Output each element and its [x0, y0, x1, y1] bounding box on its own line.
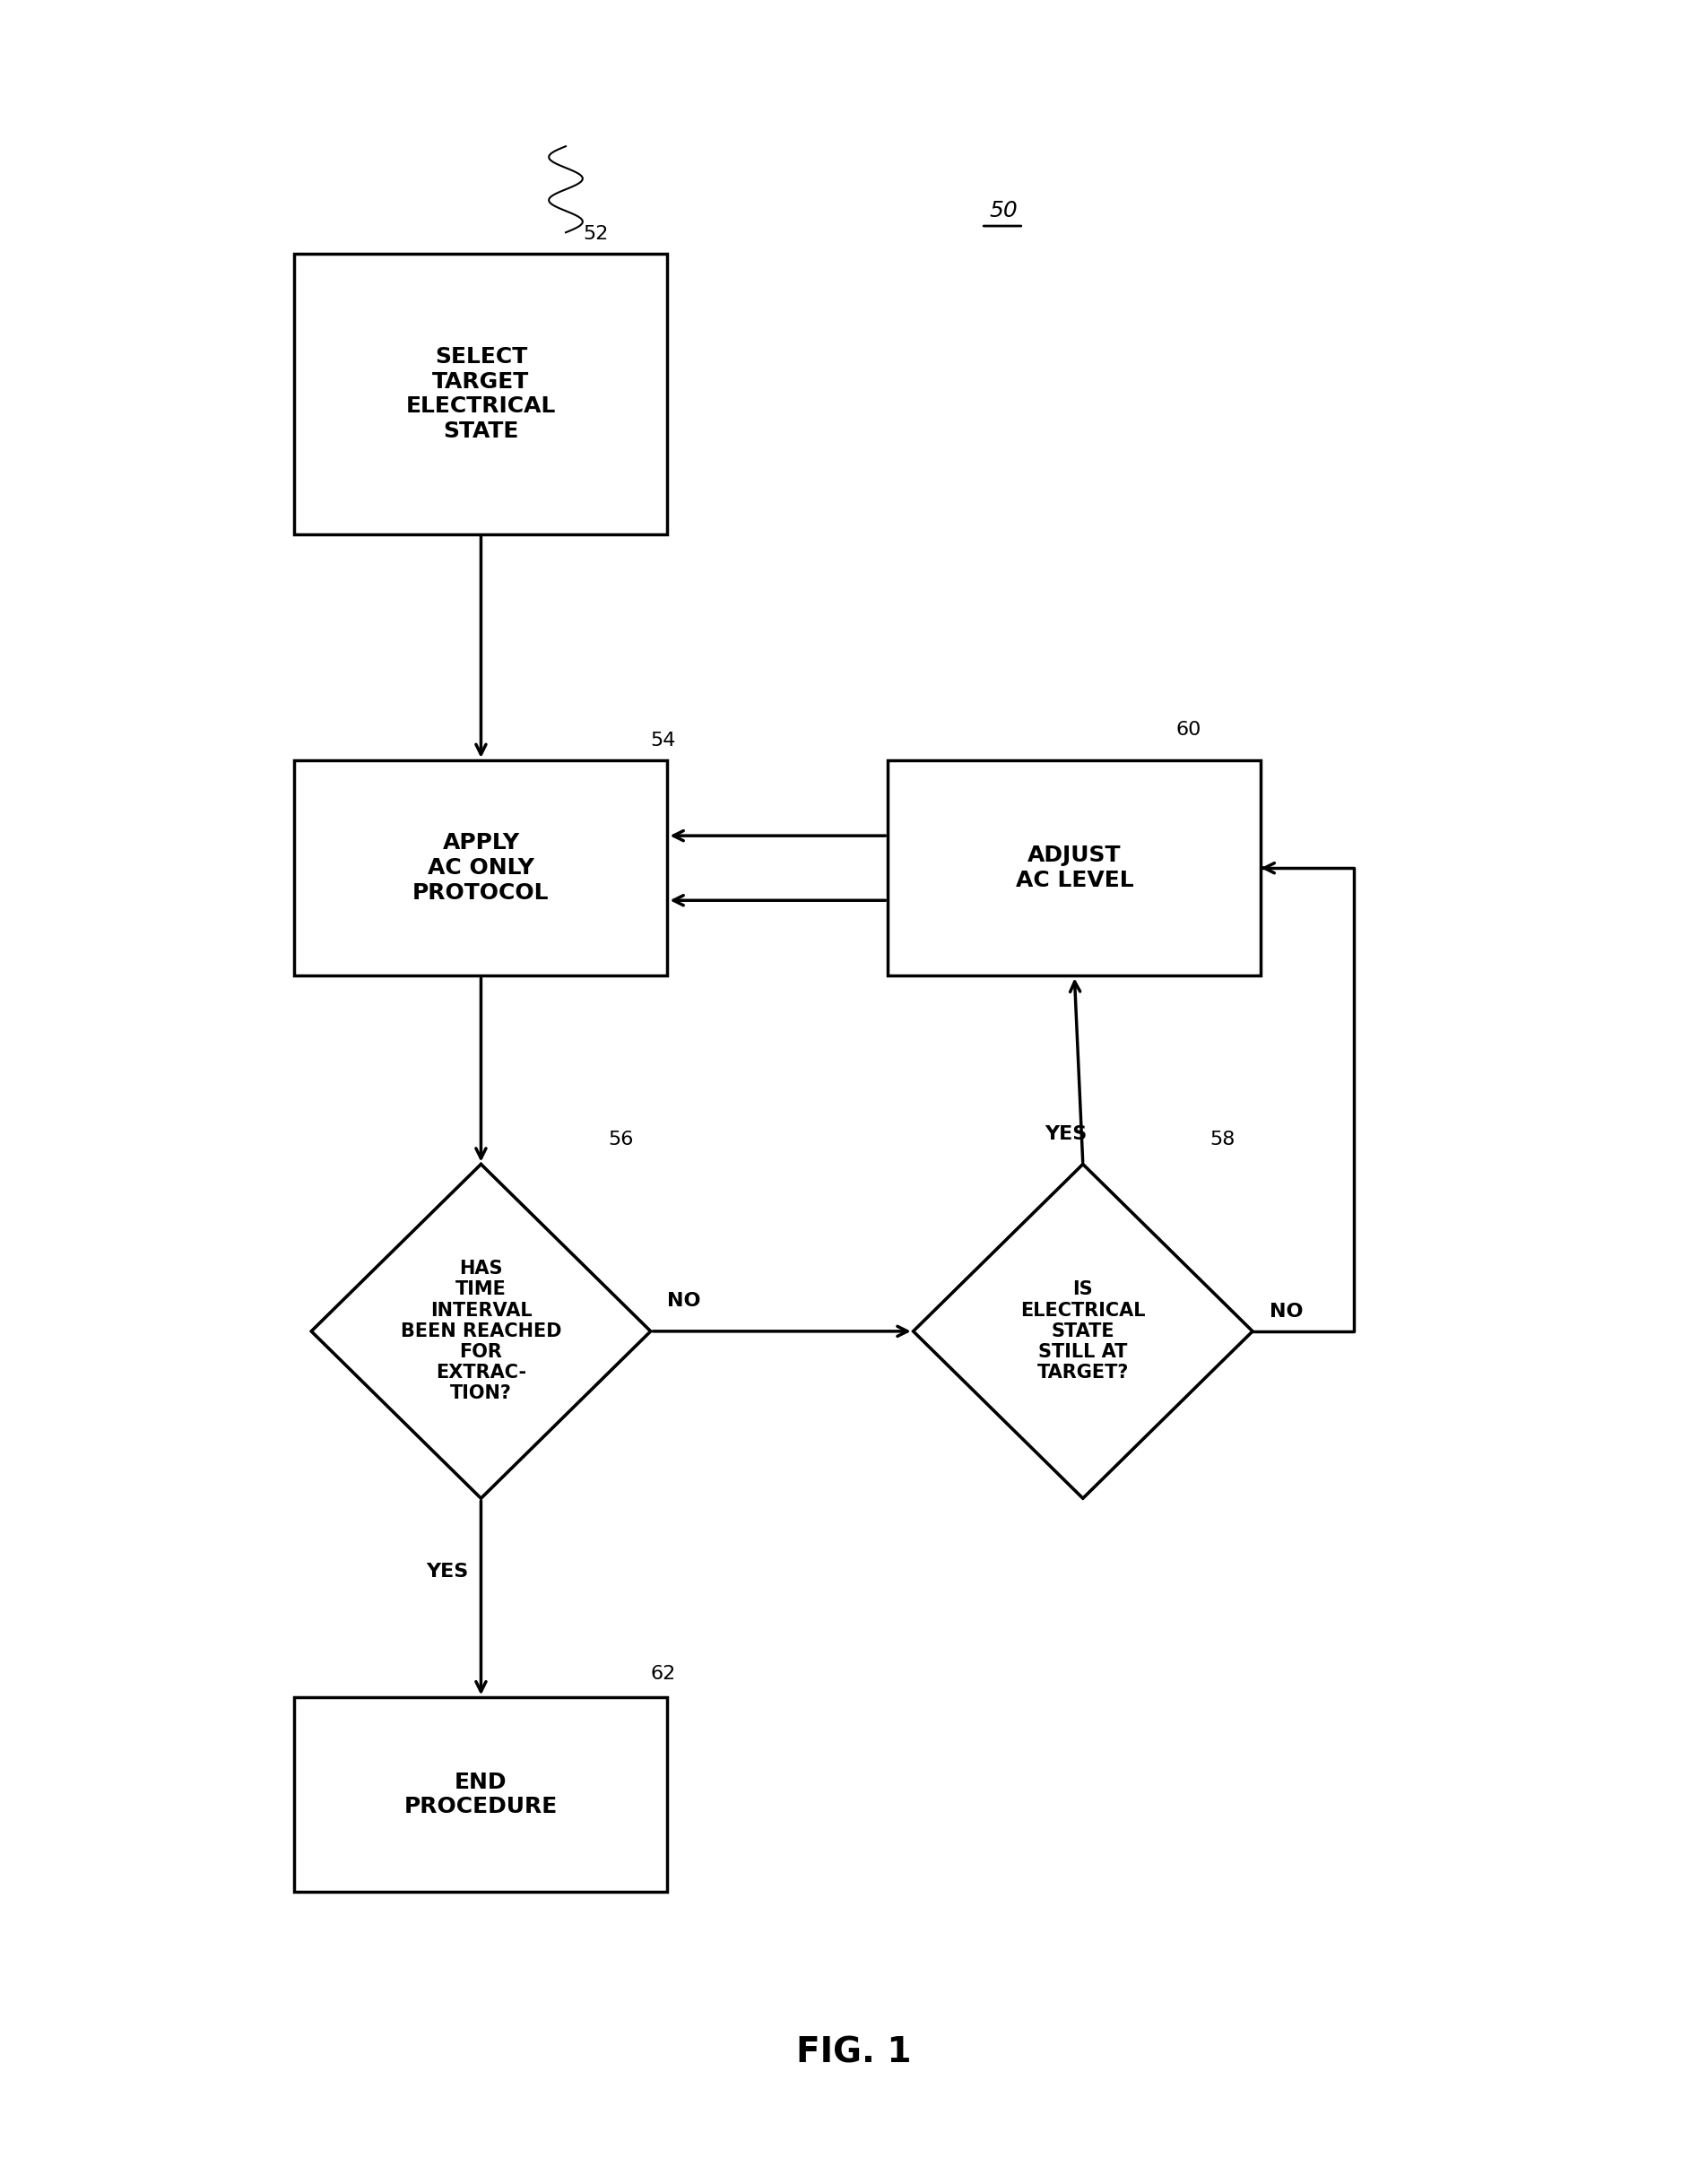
Text: ADJUST
AC LEVEL: ADJUST AC LEVEL	[1016, 845, 1134, 891]
Text: END
PROCEDURE: END PROCEDURE	[405, 1770, 559, 1818]
Text: HAS
TIME
INTERVAL
BEEN REACHED
FOR
EXTRAC-
TION?: HAS TIME INTERVAL BEEN REACHED FOR EXTRA…	[400, 1259, 562, 1402]
FancyBboxPatch shape	[294, 761, 668, 975]
Text: 52: 52	[582, 225, 608, 243]
Text: 60: 60	[1177, 722, 1202, 739]
Text: YES: YES	[425, 1562, 468, 1580]
Polygon shape	[311, 1164, 651, 1497]
Text: SELECT
TARGET
ELECTRICAL
STATE: SELECT TARGET ELECTRICAL STATE	[407, 347, 557, 442]
Polygon shape	[914, 1164, 1252, 1497]
FancyBboxPatch shape	[294, 254, 668, 533]
FancyBboxPatch shape	[294, 1697, 668, 1892]
Text: YES: YES	[1045, 1125, 1086, 1142]
Text: NO: NO	[668, 1292, 700, 1309]
Text: APPLY
AC ONLY
PROTOCOL: APPLY AC ONLY PROTOCOL	[413, 832, 550, 904]
Text: IS
ELECTRICAL
STATE
STILL AT
TARGET?: IS ELECTRICAL STATE STILL AT TARGET?	[1020, 1281, 1146, 1383]
Text: 54: 54	[651, 732, 676, 750]
Text: 56: 56	[608, 1131, 634, 1149]
FancyBboxPatch shape	[888, 761, 1261, 975]
Text: 58: 58	[1209, 1131, 1235, 1149]
Text: 62: 62	[651, 1664, 676, 1682]
Text: FIG. 1: FIG. 1	[796, 2037, 912, 2069]
Text: 50: 50	[989, 199, 1018, 221]
Text: NO: NO	[1269, 1302, 1303, 1320]
